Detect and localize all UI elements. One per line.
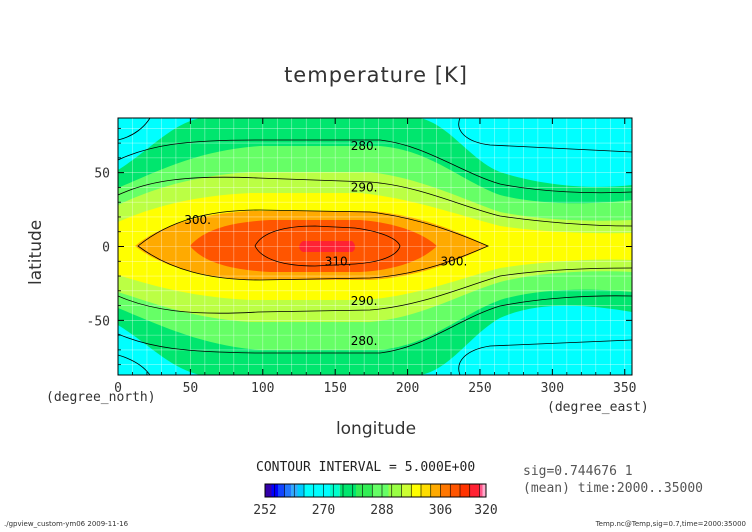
contour-label: 280. xyxy=(351,139,378,153)
x-tick-label: 200 xyxy=(396,381,419,396)
colorbar-cell xyxy=(372,484,389,497)
colorbar-cell xyxy=(440,484,451,497)
annotation-time: (mean) time:2000..35000 xyxy=(523,481,704,496)
y-axis: -50 0 50 xyxy=(87,127,632,366)
contour-label: 300. xyxy=(184,213,211,227)
colorbar-cell xyxy=(388,484,402,497)
grid-lines xyxy=(118,118,632,375)
footer-left: ./gpview_custom-ym06 2009-11-16 xyxy=(4,520,129,528)
contour-label: 290. xyxy=(351,294,378,308)
annotation-sig: sig=0.744676 1 xyxy=(523,464,633,479)
y-tick-label: -50 xyxy=(87,314,110,329)
colorbar-cell xyxy=(460,484,470,497)
contour-label: 300. xyxy=(441,254,468,268)
contour-line xyxy=(254,225,401,267)
colorbar-tick-label: 306 xyxy=(429,503,452,518)
x-tick-label: 300 xyxy=(541,381,564,396)
colorbar-cell xyxy=(323,484,330,497)
colorbar-frame xyxy=(264,483,487,498)
colorbar-cell xyxy=(297,484,304,497)
colorbar-cell xyxy=(356,484,373,497)
contour-lines xyxy=(118,118,632,375)
colorbar-tick-label: 270 xyxy=(312,503,335,518)
colorbar-cell xyxy=(284,484,291,497)
colorbar-cell xyxy=(401,484,412,497)
contour-line xyxy=(458,339,632,375)
contour-label: 310. xyxy=(325,254,352,268)
colorbar-cell xyxy=(278,484,285,497)
x-tick-label: 350 xyxy=(613,381,636,396)
chart-title: temperature [K] xyxy=(284,63,468,87)
x-tick-label: 100 xyxy=(251,381,274,396)
y-tick-label: 50 xyxy=(94,167,110,182)
plot-area xyxy=(117,117,633,376)
x-tick-label: 150 xyxy=(323,381,346,396)
colorbar-cell xyxy=(411,484,421,497)
contour-line xyxy=(118,118,151,141)
footer-right: Temp.nc@Temp,sig=0.7,time=2000:35000 xyxy=(595,520,746,528)
contour-line xyxy=(458,118,632,153)
x-tick-label: 0 xyxy=(114,381,122,396)
colorbar-tick-label: 252 xyxy=(253,503,276,518)
contour-line xyxy=(118,295,632,354)
y-unit-label: (degree_north) xyxy=(46,390,156,405)
contour-labels: 280. 290. 300. 310. 300. 290. 280. xyxy=(184,139,467,348)
colorbar-cell xyxy=(330,484,340,497)
contour-label: 290. xyxy=(351,180,378,194)
colorbar-cell xyxy=(339,484,356,497)
x-axis-label: longitude xyxy=(335,419,417,439)
contour-line xyxy=(118,139,632,194)
y-tick-label: 0 xyxy=(102,241,110,256)
x-tick-label: 250 xyxy=(468,381,491,396)
x-axis: 0 50 100 150 200 250 300 350 xyxy=(114,118,637,396)
colorbar-cell xyxy=(421,484,431,497)
colorbar-tick-label: 288 xyxy=(370,503,393,518)
colorbar-tick-label: 320 xyxy=(474,503,497,518)
colorbar-cell xyxy=(469,484,480,497)
colorbar-cell xyxy=(482,484,486,497)
contour-line xyxy=(118,354,151,375)
x-unit-label: (degree_east) xyxy=(547,400,649,415)
colorbar-cell xyxy=(450,484,460,497)
x-tick-label: 50 xyxy=(183,381,199,396)
contour-line xyxy=(137,209,490,281)
colorbar-cell xyxy=(265,484,272,497)
colorbar: 252 270 288 306 320 xyxy=(253,483,498,518)
colorbar-cell xyxy=(479,484,483,497)
contour-line xyxy=(118,267,632,314)
contour-interval-label: CONTOUR INTERVAL = 5.000E+00 xyxy=(256,460,476,475)
y-axis-label: latitude xyxy=(26,219,46,285)
contour-label: 280. xyxy=(351,334,378,348)
colorbar-cell xyxy=(430,484,441,497)
contour-line xyxy=(118,176,632,227)
